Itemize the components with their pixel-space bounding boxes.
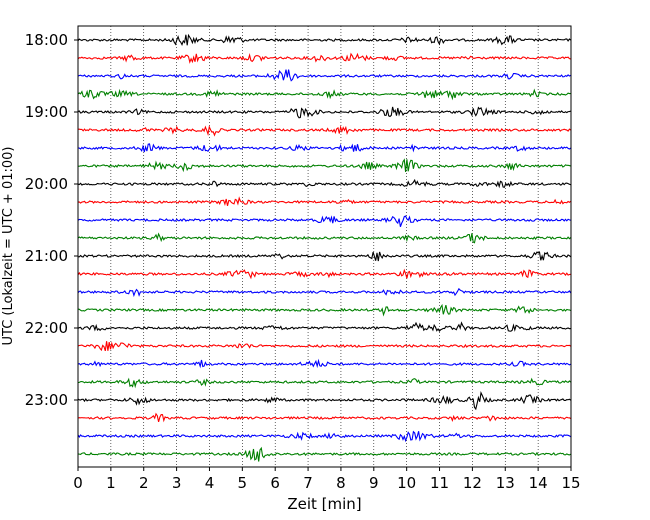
trace-line: [77, 215, 571, 227]
x-tick-label: 15: [561, 474, 580, 492]
trace-line: [77, 143, 572, 153]
x-tick-label: 2: [139, 474, 149, 492]
x-tick-label: 13: [496, 474, 515, 492]
trace-line: [77, 430, 572, 443]
trace-line: [77, 125, 572, 137]
trace-line: [77, 341, 571, 352]
y-axis-label: UTC (Lokalzeit = UTC + 01:00): [1, 147, 16, 346]
trace-line: [77, 158, 571, 173]
x-tick-label: 4: [205, 474, 215, 492]
x-tick-label: 10: [397, 474, 416, 492]
trace-line: [77, 106, 571, 119]
trace-line: [77, 321, 571, 332]
x-tick-label: 8: [336, 474, 346, 492]
trace-line: [77, 69, 571, 82]
trace-line: [77, 232, 572, 244]
trace-line: [77, 377, 572, 389]
x-tick-label: 1: [106, 474, 116, 492]
trace-line: [77, 251, 572, 262]
x-tick-label: 0: [73, 474, 83, 492]
x-axis-label: Zeit [min]: [287, 495, 361, 513]
trace-line: [77, 52, 571, 64]
y-tick-label: 23:00: [25, 391, 68, 409]
trace-line: [77, 33, 572, 46]
x-axis: 0 1 2 3 4 5 6 7 8 9 10 11 12 13 14 15: [73, 467, 581, 492]
trace-line: [77, 358, 571, 369]
x-tick-label: 6: [270, 474, 280, 492]
trace-line: [77, 391, 572, 411]
trace-group: [77, 33, 572, 462]
y-tick-label: 20:00: [25, 175, 68, 193]
trace-line: [77, 303, 571, 317]
y-tick-label: 22:00: [25, 319, 68, 337]
trace-line: [77, 412, 571, 423]
y-tick-label: 18:00: [25, 31, 68, 49]
x-tick-label: 12: [463, 474, 482, 492]
x-tick-label: 14: [529, 474, 548, 492]
trace-line: [77, 287, 572, 298]
x-tick-label: 5: [238, 474, 248, 492]
y-tick-label: 19:00: [25, 103, 68, 121]
trace-line: [77, 88, 571, 101]
x-tick-label: 9: [369, 474, 379, 492]
x-tick-label: 3: [172, 474, 182, 492]
trace-line: [77, 178, 571, 189]
y-axis: 18:00 19:00 20:00 21:00 22:00 23:00: [25, 31, 78, 409]
trace-line: [77, 446, 571, 462]
x-tick-label: 7: [303, 474, 313, 492]
y-tick-label: 21:00: [25, 247, 68, 265]
plot-frame: [77, 25, 572, 468]
x-tick-label: 11: [430, 474, 449, 492]
trace-line: [77, 196, 572, 207]
trace-line: [77, 268, 571, 280]
